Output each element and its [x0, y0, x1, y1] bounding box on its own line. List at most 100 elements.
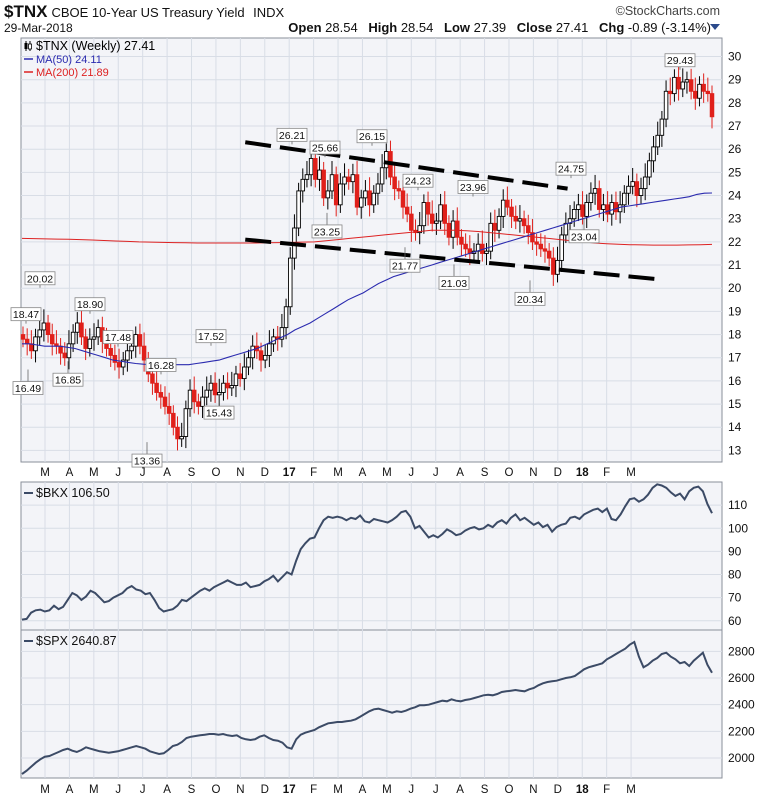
- x-month-label: O: [505, 784, 514, 796]
- candle: [200, 386, 205, 418]
- annotation-label: 21.77: [392, 261, 418, 273]
- chart-menu-dropdown-icon[interactable]: [710, 24, 720, 30]
- x-month-label: N: [236, 784, 244, 796]
- candle: [204, 376, 209, 406]
- low-value: 27.39: [473, 20, 507, 35]
- candle: [505, 186, 510, 216]
- candle-body: [597, 188, 602, 210]
- candle-body: [576, 204, 581, 210]
- candle-body: [212, 382, 218, 396]
- legend-label: MA(200) 21.89: [36, 67, 109, 79]
- candle-body: [196, 401, 201, 407]
- x-month-label: D: [261, 784, 269, 796]
- annotation-box: [131, 453, 163, 468]
- candle-body: [237, 373, 243, 380]
- candle: [651, 136, 656, 173]
- candle-body: [49, 334, 55, 345]
- x-month-label: 17: [283, 467, 296, 479]
- annotation-label: 16.49: [15, 383, 41, 395]
- candle: [642, 163, 648, 201]
- x-month-label: J: [140, 784, 146, 796]
- candle-body: [287, 257, 293, 308]
- y-tick-label: 19: [728, 304, 742, 318]
- candle-body: [321, 169, 326, 199]
- candle: [605, 191, 610, 223]
- candle-body: [304, 174, 310, 180]
- candle: [221, 375, 226, 401]
- candle-body: [125, 350, 130, 361]
- annotation-label: 25.66: [312, 143, 338, 155]
- candle: [584, 194, 589, 228]
- annotation-label: 13.36: [134, 456, 160, 468]
- candle-body: [513, 215, 518, 222]
- candle: [630, 167, 635, 195]
- candle: [325, 180, 331, 210]
- x-month-label: F: [603, 784, 610, 796]
- candle-body: [379, 167, 385, 185]
- candle: [500, 189, 506, 228]
- chart-panel-3: [20, 629, 723, 779]
- x-month-label: J: [408, 467, 414, 479]
- candle: [597, 180, 602, 218]
- x-month-label: J: [433, 784, 439, 796]
- candle: [183, 400, 189, 449]
- close-label: Close: [516, 20, 553, 35]
- candle: [317, 156, 322, 191]
- candle: [350, 163, 356, 194]
- x-month-label: M: [626, 784, 636, 796]
- annotation-label: 20.34: [517, 294, 543, 306]
- brand-label[interactable]: ©StockCharts.com: [614, 4, 720, 18]
- candle: [438, 193, 443, 230]
- price-annotation: 13.36: [131, 442, 163, 468]
- candle: [622, 185, 627, 213]
- candle: [551, 247, 556, 286]
- annotation-box: [24, 271, 56, 286]
- annotation-label: 26.15: [359, 131, 385, 143]
- y-tick-label: 18: [728, 328, 742, 342]
- candle-body: [200, 396, 205, 407]
- candle: [250, 335, 255, 370]
- candle: [434, 212, 439, 235]
- candle: [133, 326, 138, 358]
- open-label: Open: [288, 20, 322, 35]
- candle: [647, 152, 652, 186]
- candle-body: [233, 373, 239, 386]
- annotation-label: 26.21: [279, 130, 305, 142]
- candle: [191, 376, 197, 414]
- candle: [613, 191, 619, 220]
- legend-candle-icon: [28, 43, 32, 50]
- y-tick-label: 21: [728, 258, 742, 272]
- price-annotation: 26.15: [356, 129, 388, 146]
- candle: [141, 332, 147, 372]
- candle: [267, 330, 272, 368]
- candle: [329, 161, 335, 200]
- candle-body: [75, 322, 80, 333]
- candle-body: [116, 361, 122, 368]
- price-annotation: 20.34: [514, 280, 546, 306]
- candle-body: [400, 190, 406, 208]
- candle: [237, 363, 243, 387]
- candle: [37, 319, 42, 345]
- candle: [592, 174, 598, 205]
- candle-body: [651, 146, 656, 162]
- y-tick-label: 2800: [728, 644, 755, 658]
- candle-body: [613, 202, 619, 213]
- candle-body: [542, 248, 548, 252]
- x-month-label: N: [236, 467, 244, 479]
- candle-body: [283, 306, 289, 329]
- annotation-box: [74, 297, 106, 312]
- price-annotation: 24.75: [555, 161, 587, 179]
- candle-body: [154, 382, 159, 393]
- y-tick-label: 28: [728, 96, 742, 110]
- x-month-label: S: [481, 784, 489, 796]
- legend-label: MA(50) 24.11: [36, 54, 102, 66]
- annotation-box: [438, 275, 470, 290]
- candle: [338, 173, 343, 213]
- candle: [455, 207, 460, 246]
- price-annotation: 18.47: [10, 307, 42, 324]
- x-month-label: D: [261, 467, 269, 479]
- candle-body: [300, 178, 306, 192]
- annotation-box: [203, 405, 235, 420]
- x-month-label: M: [40, 784, 50, 796]
